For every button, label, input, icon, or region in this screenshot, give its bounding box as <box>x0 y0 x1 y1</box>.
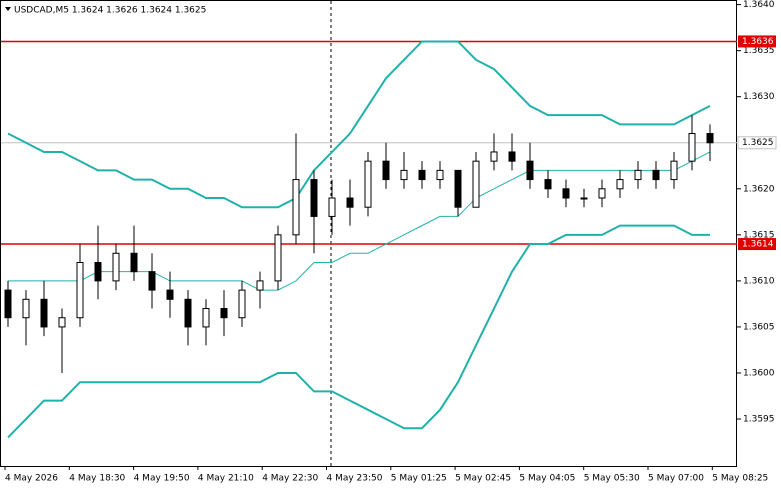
candle-body <box>220 308 228 319</box>
candle-body <box>202 308 210 328</box>
band-lower <box>7 224 710 439</box>
level-label: 1.3614 <box>742 240 774 250</box>
candle-body <box>436 169 444 181</box>
candle-body <box>652 169 660 181</box>
plot-frame <box>0 0 737 467</box>
candle-body <box>634 169 642 181</box>
candle-body <box>454 169 462 208</box>
candle-body <box>238 289 246 319</box>
candle-body <box>364 160 372 208</box>
candle-body <box>580 197 588 200</box>
level-label: 1.3636 <box>742 37 774 47</box>
y-tick-label: 1.3630 <box>743 92 775 102</box>
x-tick-label: 4 May 2026 <box>5 474 58 484</box>
candle-body <box>346 197 354 208</box>
last-price-box <box>737 136 777 150</box>
candle-body <box>472 160 480 208</box>
x-tick-label: 5 May 05:30 <box>584 474 640 484</box>
candle-body <box>94 261 102 282</box>
x-tick-label: 5 May 08:25 <box>712 474 768 484</box>
x-tick-label: 5 May 07:00 <box>648 474 704 484</box>
candle-body <box>688 133 696 162</box>
y-tick-label: 1.3620 <box>743 184 775 194</box>
candle-body <box>598 188 606 199</box>
candle-body <box>112 252 120 282</box>
x-tick-label: 4 May 21:10 <box>198 474 254 484</box>
candle-body <box>148 271 156 291</box>
y-tick-label: 1.3615 <box>743 230 775 240</box>
band-upper <box>7 40 711 209</box>
candle-body <box>670 160 678 181</box>
y-tick-label: 1.3600 <box>743 368 775 378</box>
candle-body <box>400 169 408 181</box>
x-tick-label: 5 May 02:45 <box>455 474 511 484</box>
menu-arrow <box>5 7 11 11</box>
x-tick-label: 4 May 18:30 <box>69 474 125 484</box>
candle-body <box>310 179 318 217</box>
candle-body <box>706 133 714 144</box>
candle-body <box>166 289 174 300</box>
band-middle <box>8 151 711 291</box>
candle-body <box>22 298 30 319</box>
candle-body <box>130 252 138 273</box>
candle-body <box>76 261 84 319</box>
y-tick-label: 1.3635 <box>743 46 775 56</box>
candle-body <box>40 298 48 328</box>
candle-body <box>256 280 264 291</box>
candle-body <box>4 289 12 319</box>
x-tick-label: 5 May 01:25 <box>391 474 447 484</box>
y-tick-label: 1.3595 <box>743 415 775 425</box>
candle-body <box>382 160 390 181</box>
candle-body <box>508 151 516 162</box>
candle-body <box>184 298 192 328</box>
chart-title: USDCAD,M5 1.3624 1.3626 1.3624 1.3625 <box>14 6 206 16</box>
y-tick-label: 1.3610 <box>743 276 775 286</box>
candle-body <box>292 179 300 236</box>
y-tick-label: 1.3640 <box>743 0 775 10</box>
candle-body <box>544 179 552 190</box>
candle-body <box>328 197 336 217</box>
candle-body <box>274 234 282 282</box>
x-tick-label: 5 May 04:05 <box>519 474 575 484</box>
candle-body <box>616 179 624 190</box>
candle-body <box>58 317 66 328</box>
candle-body <box>562 188 570 199</box>
candle-body <box>526 160 534 181</box>
x-tick-label: 4 May 19:50 <box>134 474 190 484</box>
last-price-label: 1.3625 <box>742 138 774 148</box>
level-label-box <box>738 238 776 251</box>
level-label-box <box>738 35 776 48</box>
x-tick-label: 4 May 23:50 <box>327 474 383 484</box>
candle-body <box>418 169 426 181</box>
candle-body <box>490 151 498 162</box>
x-tick-label: 4 May 22:30 <box>262 474 318 484</box>
y-tick-label: 1.3605 <box>743 322 775 332</box>
